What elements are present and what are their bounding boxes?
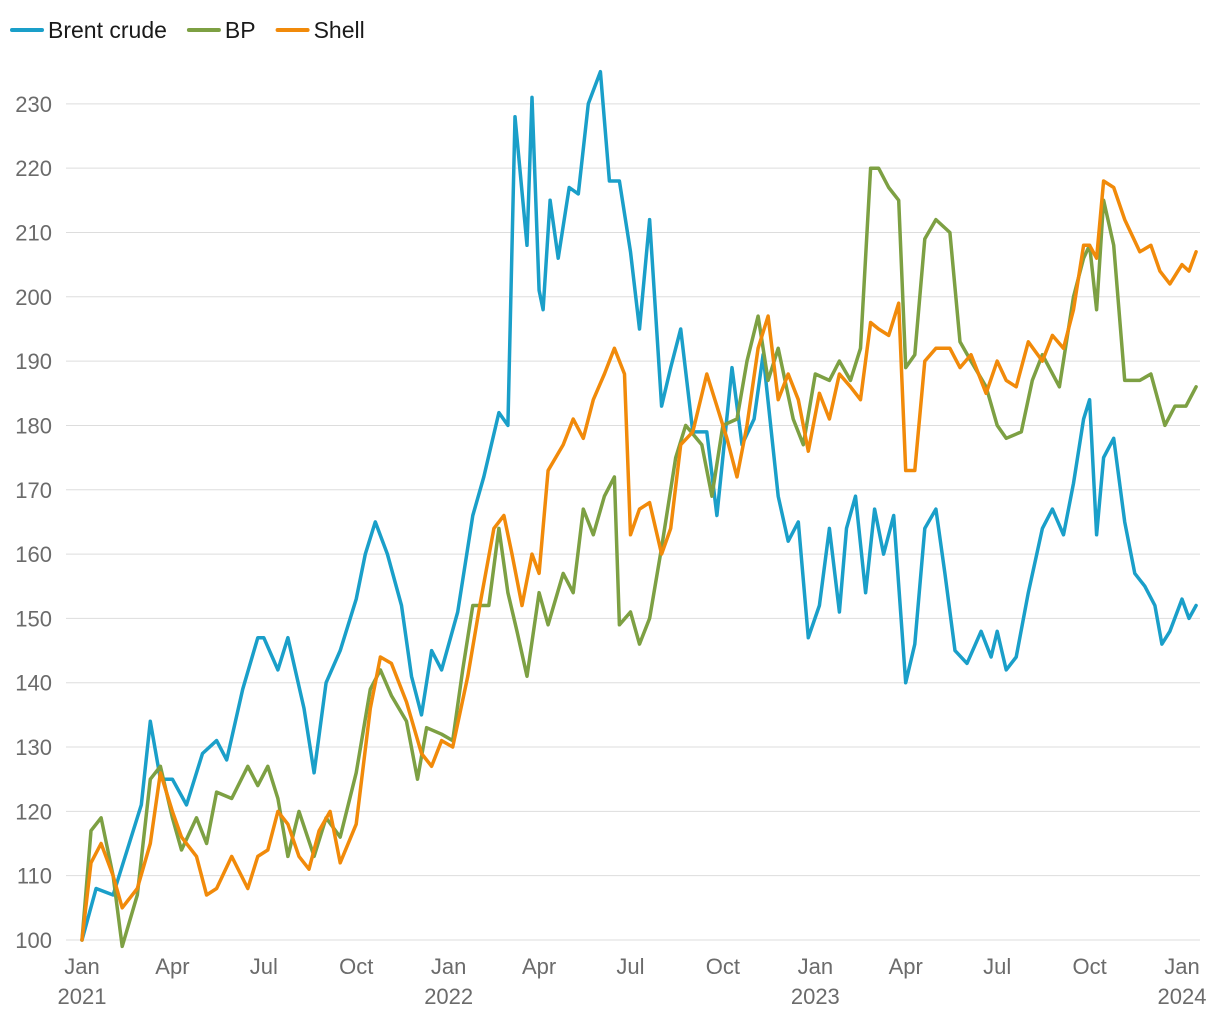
x-tick-label: Apr [889,954,923,979]
x-tick-year-label: 2022 [424,984,473,1009]
chart-legend: Brent crude BP Shell [10,17,365,43]
series-line-bp [80,166,1198,949]
y-tick-label: 220 [15,156,52,181]
y-tick-label: 120 [15,799,52,824]
x-tick-year-label: 2024 [1158,984,1207,1009]
y-tick-label: 230 [15,92,52,117]
y-tick-label: 200 [15,285,52,310]
series-line-brent-crude [80,69,1198,942]
x-tick-year-label: 2023 [791,984,840,1009]
x-tick-label: Jan [431,954,466,979]
y-tick-label: 130 [15,735,52,760]
y-tick-label: 110 [17,864,52,889]
chart-series [80,69,1198,949]
x-tick-label: Oct [1072,954,1106,979]
x-tick-label: Jan [1164,954,1199,979]
x-tick-label: Jan [64,954,99,979]
y-tick-label: 190 [15,349,52,374]
x-tick-label: Jul [250,954,278,979]
y-tick-label: 140 [15,671,52,696]
y-tick-label: 180 [15,413,52,438]
x-tick-label: Jul [983,954,1011,979]
x-tick-label: Jan [798,954,833,979]
series-line-shell [80,179,1198,942]
y-tick-label: 170 [15,478,52,503]
y-tick-label: 210 [15,220,52,245]
x-tick-year-label: 2021 [58,984,107,1009]
legend-label: Brent crude [48,17,167,43]
x-tick-label: Oct [339,954,373,979]
x-tick-label: Oct [706,954,740,979]
x-axis-tick-labels: Jan 2021 Apr Jul Oct Jan 2022 Apr Jul Oct Jan 2023 A… [58,954,1207,1009]
y-tick-label: 160 [15,542,52,567]
x-tick-label: Apr [522,954,556,979]
x-tick-label: Jul [616,954,644,979]
x-tick-label: Apr [155,954,189,979]
y-gridlines [66,103,1200,941]
y-tick-label: 150 [15,606,52,631]
y-tick-label: 100 [15,928,52,953]
y-axis-tick-labels: 100 110 120 130 140 150 160 170 180 190 200 210 220 2… [15,92,52,953]
legend-label: BP [225,17,256,43]
legend-label: Shell [314,17,365,43]
